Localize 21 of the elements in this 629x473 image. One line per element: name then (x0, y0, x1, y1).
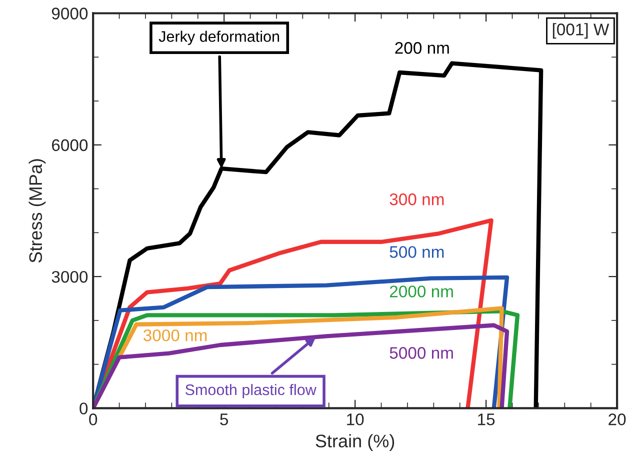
annotation: Jerky deformation (158, 30, 280, 45)
line-series (93, 323, 510, 408)
y-tick-label: 6000 (52, 139, 88, 152)
x-tick-label: 20 (608, 414, 626, 426)
x-axis-title: Strain (%) (316, 434, 394, 451)
x-tick-label: 0 (89, 414, 98, 426)
x-tick-label: 15 (478, 414, 495, 426)
series-label: 2000 nm (390, 286, 453, 298)
x-tick-label: 5 (220, 414, 228, 426)
y-axis-title: Stress (MPa) (28, 159, 46, 263)
y-tick-label: 3000 (52, 270, 88, 283)
series-label: 300 nm (390, 193, 444, 206)
series-label: 200 nm (395, 42, 449, 54)
y-tick-label: 0 (80, 402, 88, 414)
x-tick-label: 10 (347, 414, 364, 426)
y-tick-label: 9000 (52, 8, 88, 20)
series-label: 5000 nm (390, 347, 453, 359)
annotation: [001] W (552, 23, 610, 39)
series-label: 3000 nm (144, 329, 207, 342)
annotation: Smooth plastic flow (185, 384, 316, 398)
series-label: 500 nm (390, 246, 444, 258)
